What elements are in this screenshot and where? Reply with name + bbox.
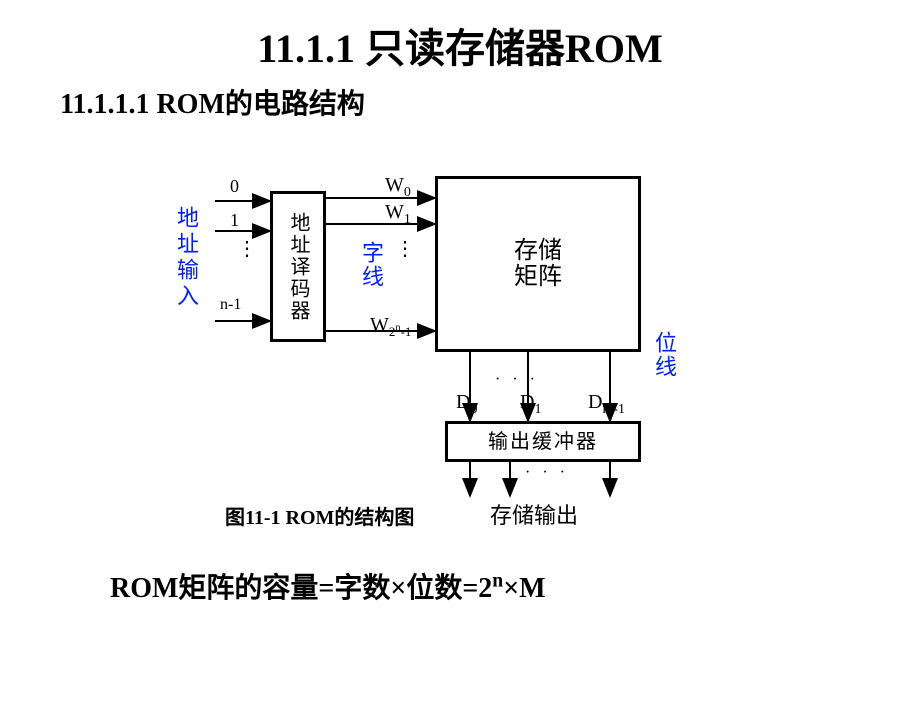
page-title: 11.1.1 只读存储器ROM: [0, 16, 920, 74]
page-subtitle: 11.1.1.1 ROM的电路结构: [60, 82, 920, 122]
figure-caption: 图11-1 ROM的结构图: [225, 501, 414, 530]
capacity-formula: ROM矩阵的容量=字数×位数=2n×M: [110, 566, 546, 606]
rom-diagram: 地址输入 0 1 ⋮ n-1 地址译码器 字线 W0 W1 ⋮ W2n-1 存储…: [170, 176, 750, 526]
diagram-lines: [170, 176, 750, 526]
